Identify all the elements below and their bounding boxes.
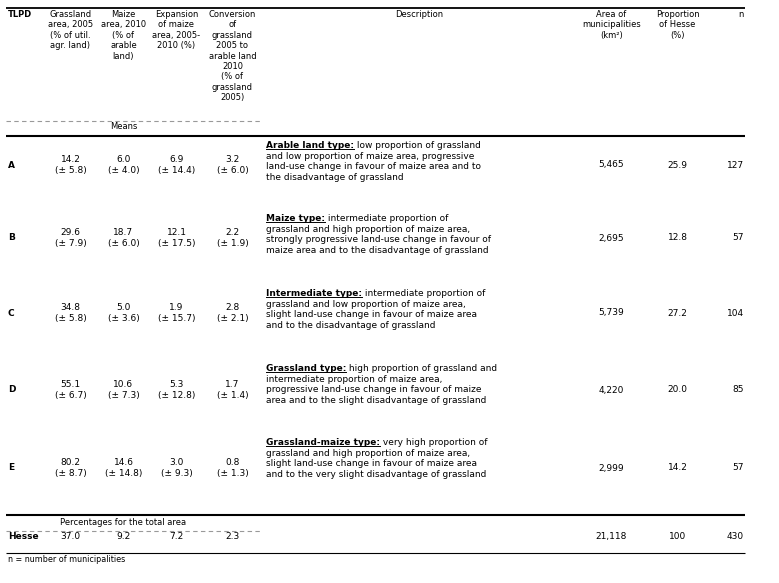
Text: 14.2: 14.2: [668, 463, 687, 472]
Text: 1.9
(± 15.7): 1.9 (± 15.7): [158, 303, 196, 323]
Text: 21,118: 21,118: [596, 532, 627, 541]
Text: Maize type:: Maize type:: [266, 214, 325, 223]
Text: A: A: [8, 160, 15, 170]
Text: 3.0
(± 9.3): 3.0 (± 9.3): [160, 458, 192, 477]
Text: Maize
area, 2010
(% of
arable
land): Maize area, 2010 (% of arable land): [101, 10, 146, 61]
Text: Conversion
of
grassland
2005 to
arable land
2010
(% of
grassland
2005): Conversion of grassland 2005 to arable l…: [209, 10, 256, 102]
Text: low proportion of grassland: low proportion of grassland: [354, 141, 481, 150]
Text: n = number of municipalities: n = number of municipalities: [8, 555, 125, 564]
Text: 2.3: 2.3: [225, 532, 240, 541]
Text: 12.1
(± 17.5): 12.1 (± 17.5): [158, 229, 196, 248]
Text: 14.2
(± 5.8): 14.2 (± 5.8): [55, 155, 86, 175]
Text: 6.9
(± 14.4): 6.9 (± 14.4): [158, 155, 195, 175]
Text: intermediate proportion of: intermediate proportion of: [325, 214, 449, 223]
Text: 2,999: 2,999: [599, 463, 624, 472]
Text: grassland and low proportion of maize area,
slight land-use change in favour of : grassland and low proportion of maize ar…: [266, 300, 477, 329]
Text: very high proportion of: very high proportion of: [380, 438, 488, 447]
Text: intermediate proportion of maize area,
progressive land-use change in favour of : intermediate proportion of maize area, p…: [266, 375, 486, 405]
Text: 12.8: 12.8: [668, 234, 688, 243]
Text: 5.3
(± 12.8): 5.3 (± 12.8): [158, 380, 196, 400]
Text: 27.2: 27.2: [668, 308, 687, 318]
Text: Percentages for the total area: Percentages for the total area: [61, 518, 186, 527]
Text: Expansion
of maize
area, 2005-
2010 (%): Expansion of maize area, 2005- 2010 (%): [153, 10, 200, 50]
Text: 14.6
(± 14.8): 14.6 (± 14.8): [105, 458, 143, 477]
Text: 20.0: 20.0: [668, 385, 688, 395]
Text: 4,220: 4,220: [599, 385, 624, 395]
Text: intermediate proportion of: intermediate proportion of: [362, 289, 485, 298]
Text: Proportion
of Hesse
(%): Proportion of Hesse (%): [656, 10, 700, 40]
Text: Means: Means: [110, 122, 137, 131]
Text: TLPD: TLPD: [8, 10, 32, 19]
Text: 5.0
(± 3.6): 5.0 (± 3.6): [108, 303, 139, 323]
Text: 55.1
(± 6.7): 55.1 (± 6.7): [55, 380, 86, 400]
Text: 104: 104: [727, 308, 744, 318]
Text: 7.2: 7.2: [169, 532, 184, 541]
Text: 2.8
(± 2.1): 2.8 (± 2.1): [217, 303, 249, 323]
Text: 6.0
(± 4.0): 6.0 (± 4.0): [108, 155, 139, 175]
Text: Grassland-maize type:: Grassland-maize type:: [266, 438, 380, 447]
Text: Hesse: Hesse: [8, 532, 39, 541]
Text: C: C: [8, 308, 15, 318]
Text: 25.9: 25.9: [668, 160, 688, 170]
Text: 100: 100: [669, 532, 686, 541]
Text: E: E: [8, 463, 14, 472]
Text: Description: Description: [395, 10, 443, 19]
Text: 1.7
(± 1.4): 1.7 (± 1.4): [217, 380, 249, 400]
Text: grassland and high proportion of maize area,
slight land-use change in favour of: grassland and high proportion of maize a…: [266, 449, 486, 479]
Text: 10.6
(± 7.3): 10.6 (± 7.3): [108, 380, 139, 400]
Text: Area of
municipalities
(km²): Area of municipalities (km²): [582, 10, 641, 40]
Text: 57: 57: [732, 234, 744, 243]
Text: and low proportion of maize area, progressive
land-use change in favour of maize: and low proportion of maize area, progre…: [266, 152, 481, 182]
Text: 29.6
(± 7.9): 29.6 (± 7.9): [55, 229, 86, 248]
Text: n: n: [738, 10, 744, 19]
Text: 85: 85: [732, 385, 744, 395]
Text: Intermediate type:: Intermediate type:: [266, 289, 362, 298]
Text: 5,465: 5,465: [599, 160, 624, 170]
Text: Arable land type:: Arable land type:: [266, 141, 354, 150]
Text: 430: 430: [727, 532, 744, 541]
Text: 2,695: 2,695: [599, 234, 624, 243]
Text: 34.8
(± 5.8): 34.8 (± 5.8): [55, 303, 86, 323]
Text: high proportion of grassland and: high proportion of grassland and: [347, 364, 498, 373]
Text: grassland and high proportion of maize area,
strongly progressive land-use chang: grassland and high proportion of maize a…: [266, 225, 491, 255]
Text: Grassland
area, 2005
(% of util.
agr. land): Grassland area, 2005 (% of util. agr. la…: [48, 10, 93, 50]
Text: 3.2
(± 6.0): 3.2 (± 6.0): [217, 155, 249, 175]
Text: 18.7
(± 6.0): 18.7 (± 6.0): [108, 229, 139, 248]
Text: 5,739: 5,739: [598, 308, 625, 318]
Text: 0.8
(± 1.3): 0.8 (± 1.3): [217, 458, 249, 477]
Text: 127: 127: [727, 160, 744, 170]
Text: B: B: [8, 234, 15, 243]
Text: Grassland type:: Grassland type:: [266, 364, 347, 373]
Text: 2.2
(± 1.9): 2.2 (± 1.9): [217, 229, 249, 248]
Text: 37.0: 37.0: [61, 532, 80, 541]
Text: 80.2
(± 8.7): 80.2 (± 8.7): [55, 458, 86, 477]
Text: 57: 57: [732, 463, 744, 472]
Text: 9.2: 9.2: [116, 532, 131, 541]
Text: D: D: [8, 385, 16, 395]
